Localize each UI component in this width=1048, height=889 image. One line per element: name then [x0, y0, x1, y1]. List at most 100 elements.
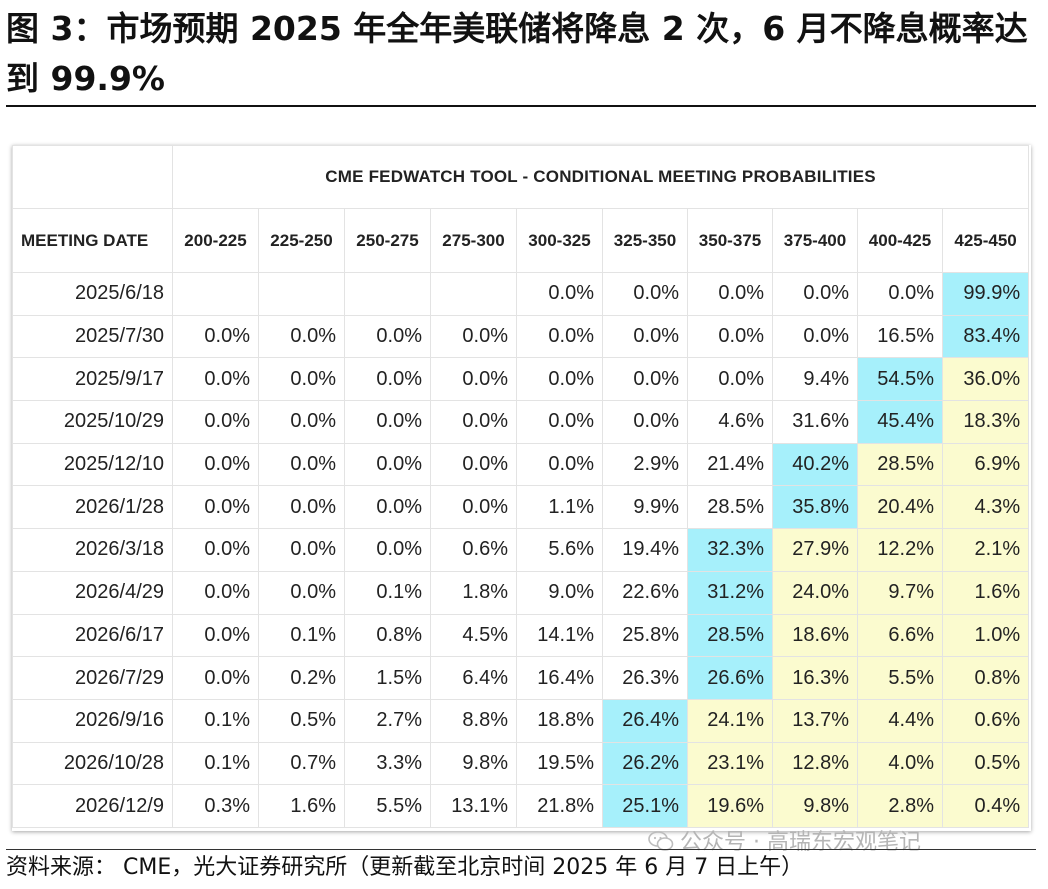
probability-cell: 0.0%: [772, 314, 858, 359]
probability-cell: 0.6%: [430, 528, 517, 572]
table-row: 2026/7/29 0.0% 0.2% 1.5% 6.4% 16.4% 26.3% 26.6%…: [12, 656, 1030, 700]
probability-cell: 0.0%: [172, 570, 259, 615]
probability-cell: 40.2%: [772, 442, 858, 487]
probability-cell: 35.8%: [772, 485, 858, 530]
probability-cell: 0.6%: [941, 698, 1030, 743]
table-super-title: CME FEDWATCH TOOL - CONDITIONAL MEETING …: [171, 145, 1030, 209]
meeting-date-cell: 2026/1/28: [12, 485, 173, 530]
probability-cell: 12.2%: [857, 528, 943, 572]
table-row: 2025/9/17 0.0% 0.0% 0.0% 0.0% 0.0% 0.0% 0.0% 9.4…: [12, 357, 1030, 402]
probability-cell: 0.0%: [344, 314, 431, 359]
probability-cell: 2.1%: [941, 528, 1030, 572]
table-row: 2025/12/10 0.0% 0.0% 0.0% 0.0% 0.0% 2.9% 21.4% 4…: [12, 442, 1030, 487]
probability-cell: 16.3%: [772, 656, 858, 700]
probability-cell: 18.3%: [941, 400, 1030, 444]
probability-cell: 9.8%: [772, 784, 858, 828]
rate-range-header: 425-450: [941, 208, 1030, 273]
probability-cell: 0.0%: [430, 400, 517, 444]
probability-cell: 0.0%: [602, 272, 688, 316]
table-row: 2026/4/29 0.0% 0.0% 0.1% 1.8% 9.0% 22.6% 31.2% 2…: [12, 570, 1030, 615]
probability-cell: 0.0%: [687, 357, 773, 402]
probability-cell: 83.4%: [941, 314, 1030, 359]
probability-cell: 2.7%: [344, 698, 431, 743]
probability-table-container: CME FEDWATCH TOOL - CONDITIONAL MEETING …: [12, 145, 1031, 831]
probability-cell: [344, 272, 431, 316]
probability-cell: 20.4%: [857, 485, 943, 530]
super-header-row: CME FEDWATCH TOOL - CONDITIONAL MEETING …: [12, 145, 1030, 209]
probability-cell: 19.5%: [516, 741, 603, 786]
probability-cell: 1.0%: [941, 613, 1030, 658]
table-row: 2026/10/28 0.1% 0.7% 3.3% 9.8% 19.5% 26.2% 23.1…: [12, 741, 1030, 786]
probability-cell: 1.5%: [344, 656, 431, 700]
probability-cell: 13.1%: [430, 784, 517, 828]
probability-cell: 6.6%: [857, 613, 943, 658]
probability-cell: 1.1%: [516, 485, 603, 530]
probability-cell: 4.5%: [430, 613, 517, 658]
probability-cell: 0.0%: [687, 272, 773, 316]
probability-cell: 4.3%: [941, 485, 1030, 530]
meeting-date-cell: 2026/4/29: [12, 570, 173, 615]
probability-cell: 0.0%: [602, 314, 688, 359]
probability-cell: 4.6%: [687, 400, 773, 444]
probability-cell: 9.0%: [516, 570, 603, 615]
meeting-date-cell: 2025/6/18: [12, 272, 173, 316]
probability-cell: 9.7%: [857, 570, 943, 615]
probability-cell: 0.4%: [941, 784, 1030, 828]
probability-cell: 0.0%: [172, 613, 259, 658]
probability-cell: 26.6%: [687, 656, 773, 700]
rate-range-header: 400-425: [857, 208, 943, 273]
probability-cell: 36.0%: [941, 357, 1030, 402]
corner-cell: [12, 145, 173, 209]
probability-cell: 21.4%: [687, 442, 773, 487]
probability-cell: 28.5%: [857, 442, 943, 487]
column-header-row: MEETING DATE 200-225 225-250 250-275 275-30…: [12, 208, 1030, 273]
wechat-icon: [648, 831, 674, 851]
probability-cell: 0.0%: [516, 442, 603, 487]
probability-cell: 1.6%: [941, 570, 1030, 615]
source-note: 资料来源： CME，光大证券研究所（更新截至北京时间 2025 年 6 月 7 …: [6, 855, 804, 880]
meeting-date-cell: 2025/12/10: [12, 442, 173, 487]
rate-range-header: 325-350: [602, 208, 688, 273]
probability-cell: 0.0%: [430, 357, 517, 402]
table-row: 2026/3/18 0.0% 0.0% 0.0% 0.6% 5.6% 19.4% 32.3% 2…: [12, 528, 1030, 572]
probability-cell: 0.5%: [258, 698, 345, 743]
probability-cell: 22.6%: [602, 570, 688, 615]
rate-range-header: 225-250: [258, 208, 345, 273]
probability-cell: 0.0%: [344, 442, 431, 487]
probability-cell: 26.3%: [602, 656, 688, 700]
rate-range-header: 375-400: [772, 208, 858, 273]
table-row: 2025/6/18 0.0% 0.0% 0.0% 0.0% 0.0% 99.9%: [12, 272, 1030, 316]
probability-cell: 0.7%: [258, 741, 345, 786]
probability-cell: [258, 272, 345, 316]
title-divider: [6, 105, 1036, 107]
rate-range-header: 300-325: [516, 208, 603, 273]
probability-cell: 0.1%: [258, 613, 345, 658]
probability-cell: 28.5%: [687, 485, 773, 530]
source-divider: [6, 849, 1036, 850]
probability-cell: 0.0%: [602, 357, 688, 402]
probability-cell: 12.8%: [772, 741, 858, 786]
table-row: 2026/1/28 0.0% 0.0% 0.0% 0.0% 1.1% 9.9% 28.5% 35…: [12, 485, 1030, 530]
probability-cell: 0.0%: [258, 570, 345, 615]
probability-cell: 0.0%: [258, 400, 345, 444]
meeting-date-cell: 2026/9/16: [12, 698, 173, 743]
probability-cell: 0.0%: [516, 272, 603, 316]
probability-cell: 4.4%: [857, 698, 943, 743]
probability-cell: 0.0%: [687, 314, 773, 359]
table-row: 2025/10/29 0.0% 0.0% 0.0% 0.0% 0.0% 0.0% 4.6% 31…: [12, 400, 1030, 444]
probability-cell: 0.0%: [602, 400, 688, 444]
probability-cell: 0.1%: [344, 570, 431, 615]
probability-cell: 21.8%: [516, 784, 603, 828]
probability-cell: 0.0%: [172, 442, 259, 487]
probability-cell: 9.4%: [772, 357, 858, 402]
probability-cell: 9.8%: [430, 741, 517, 786]
probability-cell: 6.9%: [941, 442, 1030, 487]
table-row: 2026/9/16 0.1% 0.5% 2.7% 8.8% 18.8% 26.4% 24.1%…: [12, 698, 1030, 743]
probability-cell: 0.2%: [258, 656, 345, 700]
probability-cell: 1.6%: [258, 784, 345, 828]
meeting-date-cell: 2026/10/28: [12, 741, 173, 786]
watermark-text: 公众号 · 高瑞东宏观笔记: [680, 830, 921, 855]
meeting-date-cell: 2026/12/9: [12, 784, 173, 828]
probability-cell: 8.8%: [430, 698, 517, 743]
probability-cell: 31.6%: [772, 400, 858, 444]
